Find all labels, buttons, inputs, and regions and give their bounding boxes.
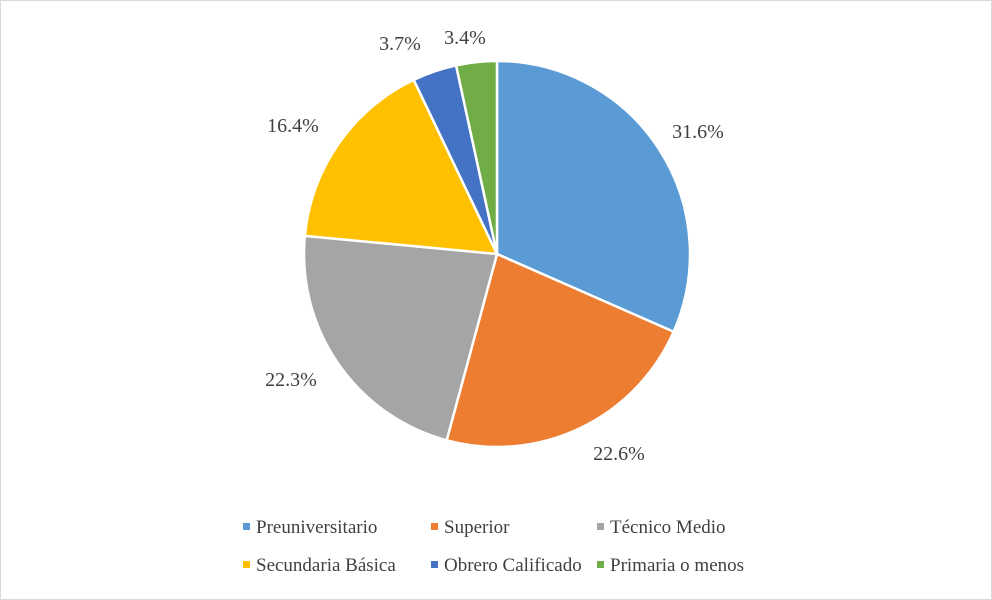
legend-label-tecnico-medio: Técnico Medio: [610, 517, 726, 538]
data-label-obrero-calificado: 3.7%: [379, 33, 421, 55]
legend-item-obrero-calificado: Obrero Calificado: [431, 555, 582, 576]
legend-label-superior: Superior: [444, 517, 510, 538]
legend-swatch-primaria-o-menos: [597, 561, 604, 568]
legend-swatch-superior: [431, 523, 438, 530]
legend-label-primaria-o-menos: Primaria o menos: [610, 555, 744, 576]
legend-label-preuniversitario: Preuniversitario: [256, 517, 377, 538]
legend-item-secundaria-basica: Secundaria Básica: [243, 555, 396, 576]
legend-swatch-tecnico-medio: [597, 523, 604, 530]
legend-swatch-obrero-calificado: [431, 561, 438, 568]
legend-item-superior: Superior: [431, 517, 510, 538]
pie-slice-secundaria-basica: [303, 78, 499, 256]
data-label-secundaria-basica: 16.4%: [267, 115, 319, 137]
pie-slice-preuniversitario: [495, 59, 692, 334]
data-label-superior: 22.6%: [593, 443, 645, 465]
pie-slices: [302, 59, 692, 449]
legend-swatch-secundaria-basica: [243, 561, 250, 568]
pie-slice-primaria-o-menos: [454, 59, 499, 256]
data-label-preuniversitario: 31.6%: [672, 121, 724, 143]
data-label-tecnico-medio: 22.3%: [265, 369, 317, 391]
pie-slice-superior: [445, 252, 675, 449]
data-label-primaria-o-menos: 3.4%: [444, 27, 486, 49]
legend-item-primaria-o-menos: Primaria o menos: [597, 555, 744, 576]
legend-item-preuniversitario: Preuniversitario: [243, 517, 377, 538]
pie-slice-tecnico-medio: [302, 234, 499, 442]
legend: Preuniversitario Superior Técnico Medio Sec…: [243, 517, 744, 576]
legend-label-secundaria-basica: Secundaria Básica: [256, 555, 396, 576]
data-labels: 31.6% 22.6% 22.3% 16.4% 3.7% 3.4%: [265, 27, 724, 465]
legend-swatch-preuniversitario: [243, 523, 250, 530]
legend-label-obrero-calificado: Obrero Calificado: [444, 555, 582, 576]
legend-item-tecnico-medio: Técnico Medio: [597, 517, 726, 538]
